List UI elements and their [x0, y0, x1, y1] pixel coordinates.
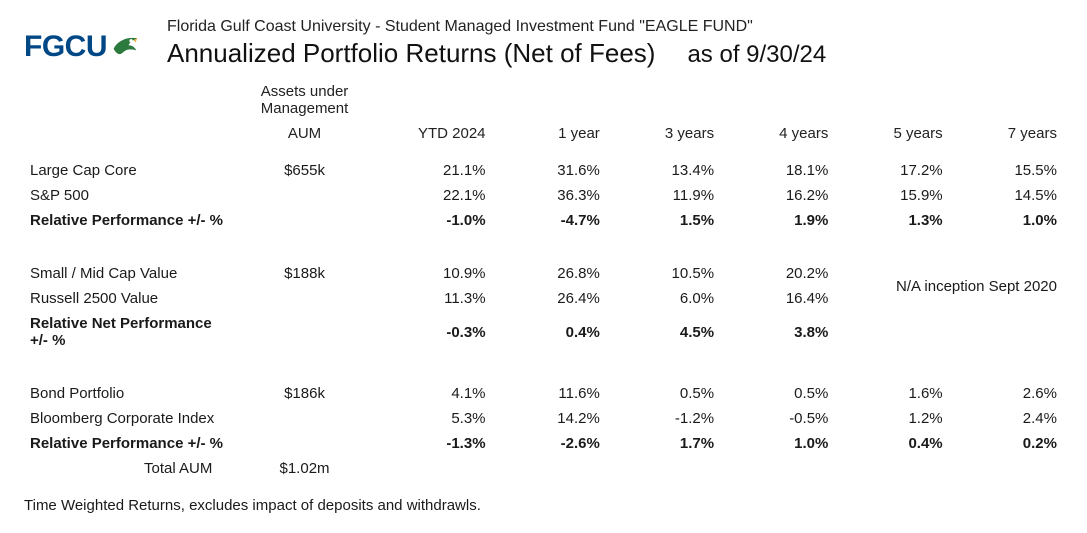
cell: 1.5%	[606, 208, 720, 233]
cell: 1.0%	[720, 431, 834, 456]
cell: 0.4%	[492, 311, 606, 353]
cell: 15.9%	[834, 183, 948, 208]
table-row: Small / Mid Cap Value $188k 10.9% 26.8% …	[24, 261, 1063, 286]
cell: 14.5%	[949, 183, 1063, 208]
title-block: Florida Gulf Coast University - Student …	[167, 16, 826, 69]
row-label: Small / Mid Cap Value	[24, 261, 232, 286]
na-note: N/A inception Sept 2020	[834, 261, 1063, 311]
footnote: Time Weighted Returns, excludes impact o…	[24, 497, 1063, 514]
cell: 2.6%	[949, 381, 1063, 406]
cell: 11.9%	[606, 183, 720, 208]
row-label: Relative Performance +/- %	[24, 208, 232, 233]
row-label: Bond Portfolio	[24, 381, 232, 406]
cell: 31.6%	[492, 158, 606, 183]
cell: 17.2%	[834, 158, 948, 183]
brand-text: FGCU	[24, 30, 107, 64]
row-label: Relative Net Performance +/- %	[24, 311, 232, 353]
cell: 3.8%	[720, 311, 834, 353]
cell: 14.2%	[492, 406, 606, 431]
cell: 22.1%	[377, 183, 491, 208]
cell: -4.7%	[492, 208, 606, 233]
cell: 1.9%	[720, 208, 834, 233]
subtitle: Florida Gulf Coast University - Student …	[167, 18, 826, 36]
cell: -1.0%	[377, 208, 491, 233]
total-label: Total AUM	[24, 456, 232, 481]
cell: 1.2%	[834, 406, 948, 431]
cell: -1.3%	[377, 431, 491, 456]
cell: 5.3%	[377, 406, 491, 431]
cell: 36.3%	[492, 183, 606, 208]
cell: 6.0%	[606, 286, 720, 311]
cell: 1.3%	[834, 208, 948, 233]
aum-value: $655k	[232, 158, 377, 183]
table-row: Large Cap Core $655k 21.1% 31.6% 13.4% 1…	[24, 158, 1063, 183]
cell: 0.2%	[949, 431, 1063, 456]
cell: 0.5%	[606, 381, 720, 406]
row-label: Large Cap Core	[24, 158, 232, 183]
cell: 10.9%	[377, 261, 491, 286]
table-row: Bloomberg Corporate Index 5.3% 14.2% -1.…	[24, 406, 1063, 431]
row-label: S&P 500	[24, 183, 232, 208]
page-title: Annualized Portfolio Returns (Net of Fee…	[167, 38, 655, 69]
col-4yr: 4 years	[720, 121, 834, 146]
cell: 4.5%	[606, 311, 720, 353]
cell: 16.4%	[720, 286, 834, 311]
relative-performance-row: Relative Performance +/- % -1.3% -2.6% 1…	[24, 431, 1063, 456]
as-of-date: as of 9/30/24	[687, 41, 826, 69]
cell: 15.5%	[949, 158, 1063, 183]
cell: 10.5%	[606, 261, 720, 286]
col-7yr: 7 years	[949, 121, 1063, 146]
cell: 1.7%	[606, 431, 720, 456]
col-1yr: 1 year	[492, 121, 606, 146]
cell: 20.2%	[720, 261, 834, 286]
cell: -0.3%	[377, 311, 491, 353]
cell: 1.6%	[834, 381, 948, 406]
cell: -0.5%	[720, 406, 834, 431]
table-header-row: Assets under Management	[24, 79, 1063, 121]
cell: 26.8%	[492, 261, 606, 286]
row-label: Bloomberg Corporate Index	[24, 406, 232, 431]
total-aum-row: Total AUM $1.02m	[24, 456, 1063, 481]
col-ytd: YTD 2024	[377, 121, 491, 146]
cell: 0.4%	[834, 431, 948, 456]
cell: 11.6%	[492, 381, 606, 406]
eagle-icon	[111, 33, 139, 61]
table-row: S&P 500 22.1% 36.3% 11.9% 16.2% 15.9% 14…	[24, 183, 1063, 208]
cell: 0.5%	[720, 381, 834, 406]
col-5yr: 5 years	[834, 121, 948, 146]
row-label: Russell 2500 Value	[24, 286, 232, 311]
cell: 11.3%	[377, 286, 491, 311]
col-aum-top: Assets under Management	[232, 79, 377, 121]
table-header-row: AUM YTD 2024 1 year 3 years 4 years 5 ye…	[24, 121, 1063, 146]
brand-logo: FGCU	[24, 16, 139, 64]
total-value: $1.02m	[232, 456, 377, 481]
col-3yr: 3 years	[606, 121, 720, 146]
cell: -1.2%	[606, 406, 720, 431]
cell: 21.1%	[377, 158, 491, 183]
cell: 1.0%	[949, 208, 1063, 233]
cell: 4.1%	[377, 381, 491, 406]
cell: 2.4%	[949, 406, 1063, 431]
page-header: FGCU Florida Gulf Coast University - Stu…	[24, 16, 1063, 69]
aum-value: $188k	[232, 261, 377, 286]
cell: 18.1%	[720, 158, 834, 183]
relative-performance-row: Relative Performance +/- % -1.0% -4.7% 1…	[24, 208, 1063, 233]
row-label: Relative Performance +/- %	[24, 431, 232, 456]
returns-table: Assets under Management AUM YTD 2024 1 y…	[24, 79, 1063, 481]
relative-performance-row: Relative Net Performance +/- % -0.3% 0.4…	[24, 311, 1063, 353]
cell: 16.2%	[720, 183, 834, 208]
aum-value: $186k	[232, 381, 377, 406]
cell: -2.6%	[492, 431, 606, 456]
cell: 26.4%	[492, 286, 606, 311]
col-aum: AUM	[232, 121, 377, 146]
cell: 13.4%	[606, 158, 720, 183]
table-row: Bond Portfolio $186k 4.1% 11.6% 0.5% 0.5…	[24, 381, 1063, 406]
